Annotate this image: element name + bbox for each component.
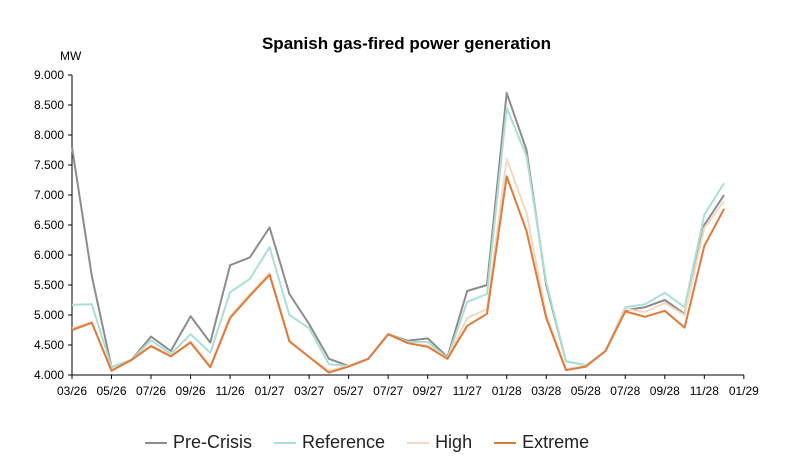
series-line-pre-crisis (71, 92, 725, 369)
x-tick-label: 01/28 (492, 384, 522, 398)
x-tick-label: 09/26 (176, 384, 206, 398)
legend-swatch (145, 441, 167, 444)
legend-item: Extreme (494, 432, 589, 453)
x-tick-label: 11/26 (216, 384, 245, 398)
x-tick-label: 01/29 (729, 384, 759, 398)
x-tick-label: 05/28 (571, 384, 601, 398)
x-tick-label: 11/28 (690, 384, 719, 398)
legend-swatch (274, 441, 296, 444)
y-axis-label: MW (60, 49, 82, 63)
legend-label: Pre-Crisis (173, 432, 252, 452)
y-tick-label: 4.500 (34, 338, 64, 352)
legend-label: High (435, 432, 473, 452)
x-tick-label: 07/28 (610, 384, 640, 398)
legend-label: Extreme (522, 432, 590, 452)
x-tick-label: 01/27 (255, 384, 285, 398)
chart-title: Spanish gas-fired power generation (261, 34, 552, 53)
x-tick-label: 03/26 (57, 384, 87, 398)
y-tick-label: 8.500 (34, 98, 64, 112)
x-tick-label: 03/28 (531, 384, 561, 398)
legend: Pre-Crisis Reference High Extreme (145, 432, 589, 453)
y-tick-label: 5.500 (34, 278, 64, 292)
series-line-reference (71, 107, 725, 369)
x-tick-label: 09/27 (413, 384, 443, 398)
y-tick-label: 4.000 (34, 368, 64, 382)
legend-swatch (494, 441, 517, 444)
legend-swatch (407, 441, 430, 444)
legend-item: Reference (274, 432, 385, 453)
x-tick-label: 09/28 (650, 384, 680, 398)
y-tick-label: 8.000 (34, 128, 64, 142)
legend-item: High (407, 432, 472, 453)
x-tick-label: 05/26 (97, 384, 127, 398)
x-tick-label: 11/27 (453, 384, 482, 398)
legend-label: Reference (302, 432, 386, 452)
y-tick-label: 7.500 (34, 158, 64, 172)
series-line-extreme (71, 175, 725, 374)
x-tick-label: 05/27 (334, 384, 364, 398)
y-tick-label: 5.000 (34, 308, 64, 322)
x-tick-label: 07/26 (136, 384, 166, 398)
y-tick-label: 7.000 (34, 188, 64, 202)
x-tick-label: 03/27 (294, 384, 324, 398)
y-tick-label: 9.000 (34, 68, 64, 82)
y-tick-label: 6.000 (34, 248, 64, 262)
x-tick-label: 07/27 (373, 384, 403, 398)
y-tick-label: 6.500 (34, 218, 64, 232)
legend-item: Pre-Crisis (145, 432, 252, 453)
